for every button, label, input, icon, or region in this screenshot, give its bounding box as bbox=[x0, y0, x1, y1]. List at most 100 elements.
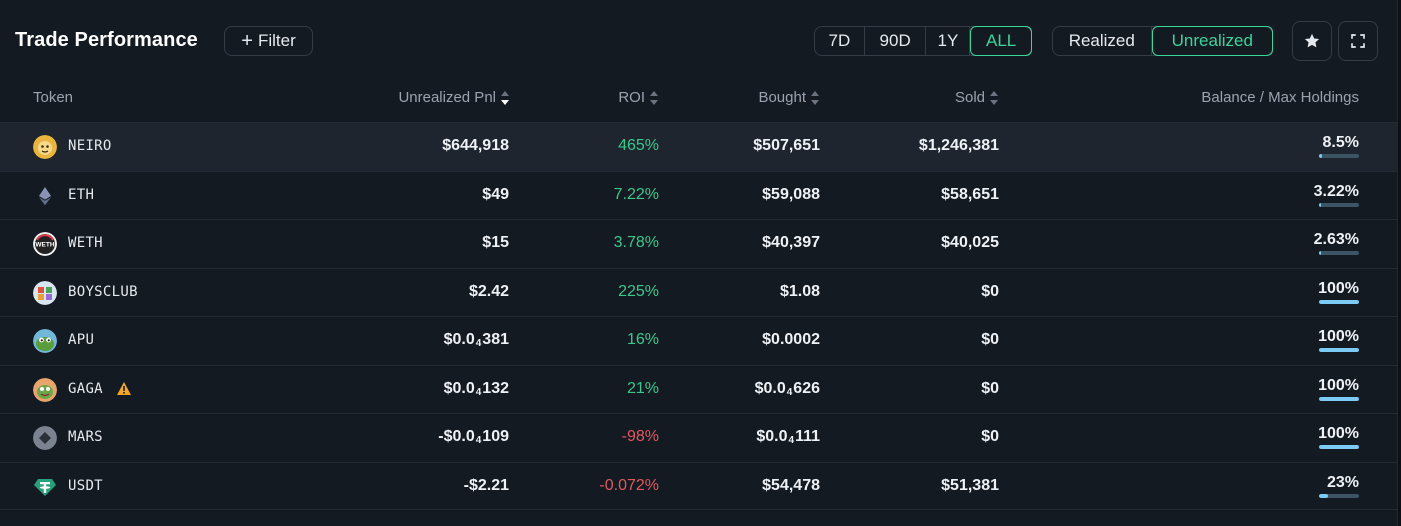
apu-token-icon bbox=[33, 329, 57, 353]
sold-value: $51,381 bbox=[941, 476, 999, 494]
balance-percent: 100% bbox=[1318, 425, 1359, 442]
sort-desc-icon bbox=[501, 90, 510, 105]
balance-progress-bar bbox=[1319, 251, 1359, 255]
balance-progress-fill bbox=[1319, 348, 1359, 352]
sort-icon bbox=[811, 90, 820, 105]
expand-button[interactable] bbox=[1338, 21, 1378, 61]
table-row[interactable]: MARS -$0.04109 -98% $0.04111 $0 100% bbox=[0, 413, 1398, 462]
roi-value: 3.78% bbox=[613, 234, 659, 251]
balance-cell: 3.22% bbox=[1299, 183, 1359, 207]
table-row[interactable]: NEIRO $644,918 465% $507,651 $1,246,381 8.5% bbox=[0, 122, 1398, 171]
token-name[interactable]: MARS bbox=[68, 429, 103, 445]
balance-percent: 3.22% bbox=[1313, 182, 1359, 200]
plus-icon: + bbox=[241, 30, 253, 52]
roi-value: 21% bbox=[626, 379, 659, 397]
star-icon bbox=[1304, 33, 1320, 48]
filter-button[interactable]: + Filter bbox=[224, 26, 313, 56]
svg-text:WETH: WETH bbox=[35, 242, 54, 249]
column-token: Token bbox=[33, 89, 74, 106]
unrealized-pnl-value: $644,918 bbox=[442, 137, 509, 154]
balance-cell: 8.5% bbox=[1299, 134, 1359, 158]
table-row[interactable]: ETH $49 7.22% $59,088 $58,651 3.22% bbox=[0, 170, 1398, 220]
balance-progress-bar bbox=[1319, 348, 1359, 352]
time-range-selector: 7D 90D 1Y ALL bbox=[814, 26, 1032, 56]
warning-icon[interactable] bbox=[116, 381, 132, 401]
balance-progress-bar bbox=[1319, 154, 1359, 158]
unrealized-pnl-value: $15 bbox=[482, 234, 509, 251]
table-row[interactable]: USDT -$2.21 -0.072% $54,478 $51,381 23% bbox=[0, 461, 1398, 510]
table-row[interactable]: APU $0.04381 16% $0.0002 $0 100% bbox=[0, 316, 1398, 365]
column-bought[interactable]: Bought bbox=[758, 89, 820, 106]
pnl-type-selector: Realized Unrealized bbox=[1052, 26, 1273, 56]
token-name[interactable]: NEIRO bbox=[68, 138, 112, 154]
sold-value: $1,246,381 bbox=[918, 137, 999, 154]
roi-value: -98% bbox=[621, 428, 659, 445]
eth-token-icon bbox=[33, 184, 57, 208]
balance-cell: 100% bbox=[1299, 377, 1359, 401]
balance-cell: 100% bbox=[1299, 425, 1359, 449]
token-name[interactable]: GAGA bbox=[68, 380, 103, 397]
balance-progress-fill bbox=[1319, 299, 1359, 304]
sold-value: $40,025 bbox=[941, 234, 999, 251]
column-unrealized-pnl[interactable]: Unrealized Pnl bbox=[398, 89, 510, 106]
balance-cell: 23% bbox=[1299, 474, 1359, 498]
roi-value: -0.072% bbox=[599, 476, 659, 494]
balance-progress-fill bbox=[1319, 154, 1323, 158]
token-name[interactable]: ETH bbox=[68, 186, 95, 203]
favorite-button[interactable] bbox=[1292, 21, 1332, 61]
token-name[interactable]: WETH bbox=[68, 235, 103, 251]
column-balance: Balance / Max Holdings bbox=[1201, 89, 1359, 106]
bought-value: $507,651 bbox=[753, 137, 820, 154]
column-sold[interactable]: Sold bbox=[955, 89, 999, 106]
balance-progress-fill bbox=[1319, 445, 1359, 449]
balance-percent: 8.5% bbox=[1322, 134, 1359, 151]
table-header: Token Unrealized Pnl ROI Bought Sold Bal… bbox=[0, 80, 1398, 122]
column-roi[interactable]: ROI bbox=[618, 89, 659, 106]
roi-value: 465% bbox=[618, 137, 659, 154]
weth-token-icon: WETH bbox=[33, 232, 57, 256]
pnl-type-realized[interactable]: Realized bbox=[1053, 27, 1152, 55]
balance-progress-fill bbox=[1319, 202, 1322, 207]
balance-cell: 100% bbox=[1299, 328, 1359, 352]
unrealized-pnl-value: $0.04381 bbox=[443, 331, 509, 349]
balance-cell: 100% bbox=[1299, 280, 1359, 304]
balance-progress-bar bbox=[1319, 445, 1359, 449]
roi-value: 225% bbox=[618, 282, 659, 300]
neiro-token-icon bbox=[33, 135, 57, 159]
table-row[interactable]: BOYSCLUB $2.42 225% $1.08 $0 100% bbox=[0, 267, 1398, 317]
bought-value: $1.08 bbox=[779, 282, 820, 300]
bought-value: $0.04626 bbox=[754, 379, 820, 398]
balance-progress-fill bbox=[1319, 251, 1322, 255]
table-body: NEIRO $644,918 465% $507,651 $1,246,381 8.5% E… bbox=[0, 122, 1398, 510]
unrealized-pnl-value: $2.42 bbox=[468, 282, 509, 300]
balance-percent: 100% bbox=[1318, 328, 1359, 345]
token-name[interactable]: APU bbox=[68, 332, 95, 348]
table-row[interactable]: GAGA $0.04132 21% $0.04626 $0 100% bbox=[0, 364, 1398, 414]
balance-progress-fill bbox=[1319, 396, 1359, 401]
balance-cell: 2.63% bbox=[1299, 231, 1359, 255]
sort-icon bbox=[990, 90, 999, 105]
panel-header: Trade Performance + Filter 7D 90D 1Y ALL… bbox=[0, 0, 1398, 80]
pnl-type-unrealized[interactable]: Unrealized bbox=[1151, 26, 1273, 56]
boysclub-token-icon bbox=[33, 280, 57, 305]
unrealized-pnl-value: -$0.04109 bbox=[438, 428, 509, 446]
token-name[interactable]: BOYSCLUB bbox=[68, 283, 138, 300]
sold-value: $58,651 bbox=[941, 185, 999, 203]
time-range-1y[interactable]: 1Y bbox=[926, 27, 971, 55]
table-row[interactable]: WETH WETH $15 3.78% $40,397 $40,025 2.63% bbox=[0, 219, 1398, 268]
bought-value: $0.0002 bbox=[762, 331, 820, 348]
expand-icon bbox=[1351, 34, 1365, 48]
gaga-token-icon bbox=[33, 377, 57, 402]
sold-value: $0 bbox=[981, 282, 999, 300]
token-name[interactable]: USDT bbox=[68, 477, 103, 494]
bought-value: $59,088 bbox=[762, 185, 820, 203]
balance-percent: 23% bbox=[1326, 473, 1359, 491]
panel-title: Trade Performance bbox=[15, 29, 198, 51]
time-range-90d[interactable]: 90D bbox=[865, 27, 927, 55]
mars-token-icon bbox=[33, 426, 57, 450]
balance-percent: 100% bbox=[1318, 279, 1359, 297]
time-range-all[interactable]: ALL bbox=[970, 26, 1032, 56]
balance-progress-bar bbox=[1319, 396, 1359, 401]
time-range-7d[interactable]: 7D bbox=[815, 27, 865, 55]
